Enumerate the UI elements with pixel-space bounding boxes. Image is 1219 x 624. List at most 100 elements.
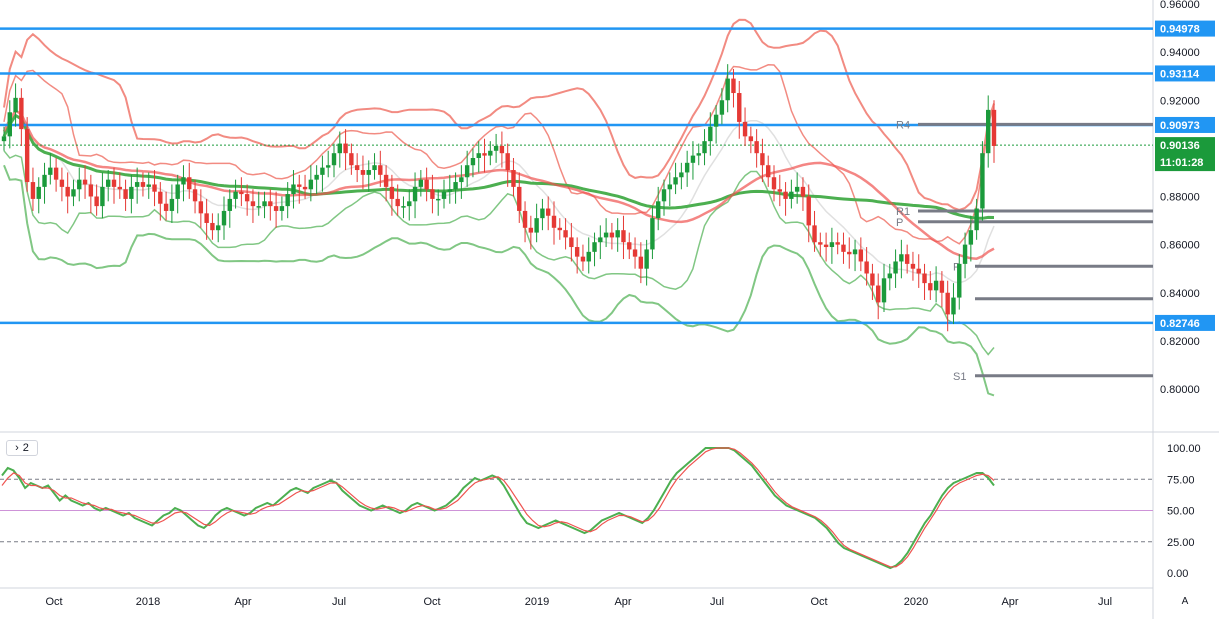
candle-body[interactable] [412,186,418,202]
candle-body[interactable] [198,201,204,214]
candle-body[interactable] [534,218,539,233]
candle-body[interactable] [71,189,76,197]
candle-body[interactable] [48,167,53,175]
candle-body[interactable] [574,247,580,257]
candle-body[interactable] [123,189,128,199]
candle-body[interactable] [517,186,522,211]
candle-body[interactable] [395,198,400,207]
candle-body[interactable] [881,278,887,303]
candle-body[interactable] [378,165,383,175]
candle-body[interactable] [424,179,429,190]
horizontal-levels[interactable] [0,27,1153,325]
auto-scale-button[interactable]: A [1176,592,1194,610]
candle-body[interactable] [702,141,707,154]
pane-toggle-button[interactable]: › 2 [6,440,38,456]
candle-body[interactable] [783,191,788,199]
candle-body[interactable] [800,186,806,197]
candle-body[interactable] [430,189,435,199]
candle-body[interactable] [742,121,748,137]
candle-body[interactable] [7,112,12,137]
candle-body[interactable] [673,177,678,185]
candle-body[interactable] [320,167,325,175]
candle-body[interactable] [106,179,111,187]
candle-body[interactable] [308,179,314,190]
candle-body[interactable] [65,186,70,197]
candle-body[interactable] [169,198,175,211]
candle-body[interactable] [285,194,290,207]
candle-body[interactable] [192,189,198,202]
candle-body[interactable] [82,179,88,185]
candle-body[interactable] [870,273,875,286]
candle-body[interactable] [986,109,991,154]
candle-body[interactable] [789,191,794,199]
candle-body[interactable] [540,208,545,219]
candle-body[interactable] [551,215,557,228]
candle-body[interactable] [117,186,122,190]
candle-body[interactable] [453,182,458,190]
candle-body[interactable] [401,206,406,208]
candle-body[interactable] [586,251,591,262]
candle-body[interactable] [829,242,835,248]
candle-body[interactable] [326,165,331,168]
candle-body[interactable] [968,230,974,245]
candle-body[interactable] [661,189,667,202]
candle-body[interactable] [748,136,754,142]
candle-body[interactable] [337,143,342,154]
candle-body[interactable] [383,174,389,187]
candle-body[interactable] [644,249,649,269]
candle-body[interactable] [951,297,956,315]
candle-body[interactable] [841,244,846,252]
candle-body[interactable] [563,230,568,238]
candle-body[interactable] [708,126,713,142]
candle-body[interactable] [134,182,140,187]
candle-body[interactable] [77,179,82,190]
candle-body[interactable] [546,208,551,216]
candle-body[interactable] [592,242,597,252]
candle-body[interactable] [389,186,395,199]
candle-body[interactable] [598,237,603,243]
candle-body[interactable] [928,283,933,291]
candle-body[interactable] [464,165,470,178]
candle-body[interactable] [372,165,377,171]
candle-body[interactable] [291,184,296,195]
candle-body[interactable] [696,153,701,156]
candle-body[interactable] [858,249,864,262]
candle-body[interactable] [719,100,725,115]
candle-body[interactable] [140,182,146,187]
candle-body[interactable] [331,153,337,166]
candle-body[interactable] [297,184,302,187]
candle-body[interactable] [731,78,736,94]
candle-body[interactable] [760,153,765,166]
candle-body[interactable] [569,237,574,248]
candle-body[interactable] [603,232,609,238]
candle-body[interactable] [181,177,186,185]
candle-body[interactable] [650,218,655,250]
candle-body[interactable] [991,109,997,146]
candle-body[interactable] [175,184,180,199]
candle-body[interactable] [962,244,968,264]
candle-body[interactable] [239,191,244,195]
candle-body[interactable] [129,186,134,199]
candle-body[interactable] [812,225,817,243]
candle-body[interactable] [725,78,730,101]
candle-body[interactable] [667,184,672,190]
candle-body[interactable] [922,273,927,284]
candle-body[interactable] [945,292,950,315]
candle-body[interactable] [505,153,510,171]
candle-body[interactable] [163,203,169,211]
candle-body[interactable] [360,170,366,175]
candle-body[interactable] [187,177,192,190]
candle-body[interactable] [204,213,209,223]
candle-body[interactable] [459,177,464,183]
candle-body[interactable] [580,256,586,262]
candle-body[interactable] [59,179,65,187]
candle-body[interactable] [609,232,615,238]
candle-body[interactable] [557,227,562,231]
candle-body[interactable] [268,201,273,207]
candle-body[interactable] [528,227,534,233]
candle-body[interactable] [256,206,261,208]
candle-body[interactable] [19,97,24,130]
candle-body[interactable] [916,268,921,274]
candle-body[interactable] [407,201,412,207]
candle-body[interactable] [939,280,945,293]
